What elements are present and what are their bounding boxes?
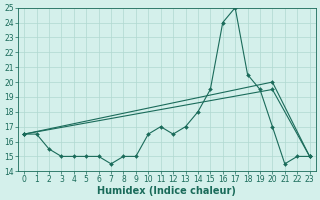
X-axis label: Humidex (Indice chaleur): Humidex (Indice chaleur) bbox=[98, 186, 236, 196]
